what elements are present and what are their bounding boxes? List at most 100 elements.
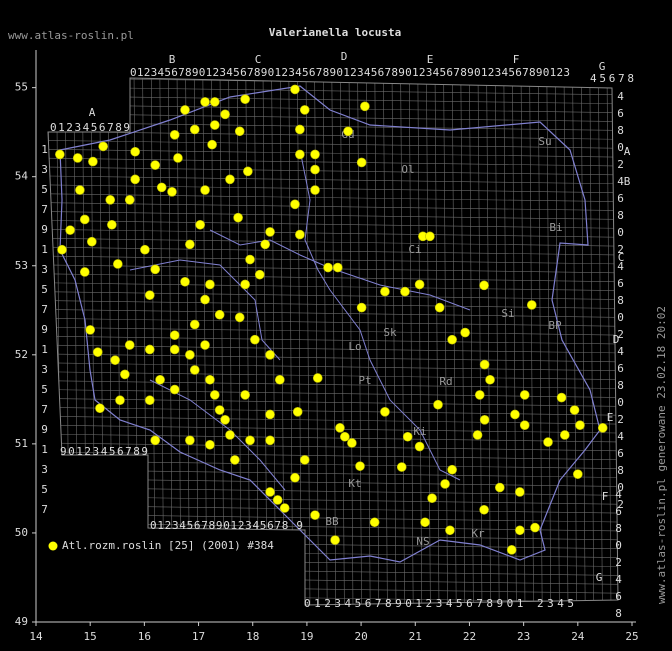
- point: [115, 395, 125, 406]
- point: [98, 141, 108, 152]
- x-tick-label: 17: [192, 630, 205, 643]
- point: [427, 493, 437, 504]
- x-tick-label: 25: [625, 630, 638, 643]
- point: [195, 219, 205, 230]
- point: [189, 319, 200, 330]
- grid-line: [494, 78, 500, 605]
- region-label: Ci: [408, 243, 421, 256]
- point: [87, 236, 97, 247]
- point: [472, 430, 483, 440]
- region-label: Sk: [383, 326, 397, 339]
- point: [530, 522, 540, 533]
- point: [299, 455, 310, 465]
- point: [210, 120, 220, 130]
- point: [130, 174, 140, 185]
- grid-line: [48, 344, 618, 354]
- point: [214, 309, 225, 320]
- point: [323, 262, 333, 273]
- point: [343, 126, 353, 137]
- point: [356, 302, 367, 313]
- y-tick-label: 51: [15, 437, 28, 450]
- grid-line: [537, 78, 543, 605]
- point: [265, 435, 275, 446]
- grid-line: [211, 78, 216, 605]
- grid-row-digits: 1357913579135791357: [38, 143, 51, 523]
- grid-line: [48, 184, 618, 194]
- axis-ticks: 14 15 16 17 18 19 20 21 22 23 24 25 49 50 51 52 53 54 55: [15, 81, 639, 643]
- grid-line: [48, 86, 618, 96]
- point: [234, 312, 245, 323]
- grid-line: [48, 157, 618, 167]
- point: [526, 300, 537, 310]
- y-tick-label: 50: [15, 526, 28, 539]
- point: [210, 390, 220, 400]
- point: [447, 464, 457, 475]
- point: [332, 262, 343, 273]
- point: [519, 420, 530, 430]
- point: [402, 431, 413, 442]
- point: [180, 105, 190, 115]
- river: [209, 229, 471, 311]
- point: [214, 405, 225, 415]
- site-name: www.atlas-roslin.pl: [8, 29, 134, 42]
- region-label: Ki: [413, 425, 426, 438]
- point: [260, 239, 270, 250]
- grid-line: [48, 166, 618, 176]
- point: [220, 109, 230, 120]
- points: [55, 84, 608, 555]
- point: [445, 525, 455, 536]
- point: [200, 97, 210, 107]
- chart-title: Valerianella locusta: [269, 26, 401, 39]
- point: [205, 279, 215, 290]
- point: [573, 469, 583, 479]
- grid-row-label: D: [613, 333, 620, 346]
- point: [185, 435, 195, 446]
- point: [245, 254, 255, 265]
- point: [485, 374, 495, 385]
- point: [295, 149, 305, 160]
- point: [494, 482, 505, 493]
- point: [380, 286, 390, 297]
- grid-line: [262, 78, 268, 605]
- point: [234, 126, 245, 137]
- point: [310, 164, 320, 175]
- grid-line: [391, 78, 397, 605]
- grid-column-label: G: [599, 60, 606, 73]
- grid-row-label: C: [618, 251, 625, 264]
- grid-column-label: D: [341, 50, 348, 63]
- grid-line: [48, 237, 618, 247]
- grid-digits: 0123456789012345678 9: [150, 519, 303, 532]
- point: [479, 415, 490, 425]
- point: [474, 390, 485, 400]
- grid-line: [271, 78, 276, 605]
- grid-row-digits: 4680246802468024680246802: [614, 90, 627, 515]
- y-tick-label: 53: [15, 259, 28, 272]
- point: [310, 149, 320, 160]
- point: [210, 97, 220, 107]
- point: [233, 212, 243, 223]
- point: [85, 325, 95, 335]
- grid-line: [48, 335, 618, 345]
- grid-line: [48, 255, 618, 265]
- grid-line: [48, 442, 618, 452]
- atpol-grid: [48, 78, 618, 605]
- region-label: BB: [325, 515, 339, 528]
- point: [356, 157, 367, 168]
- grid-line: [228, 78, 233, 605]
- point: [124, 195, 135, 205]
- grid-column-label: C: [255, 53, 262, 66]
- grid-line: [48, 229, 618, 238]
- point: [79, 214, 90, 225]
- point: [105, 195, 116, 205]
- point: [515, 525, 525, 536]
- point: [173, 153, 183, 163]
- point: [185, 350, 195, 360]
- point: [189, 365, 200, 375]
- grid-digits: 45678: [590, 72, 634, 85]
- point: [79, 267, 90, 277]
- point: [272, 495, 283, 505]
- point: [140, 244, 150, 255]
- x-tick-label: 14: [29, 630, 43, 643]
- grid-column-label: F: [513, 53, 520, 66]
- grid-row-label: G: [596, 571, 603, 584]
